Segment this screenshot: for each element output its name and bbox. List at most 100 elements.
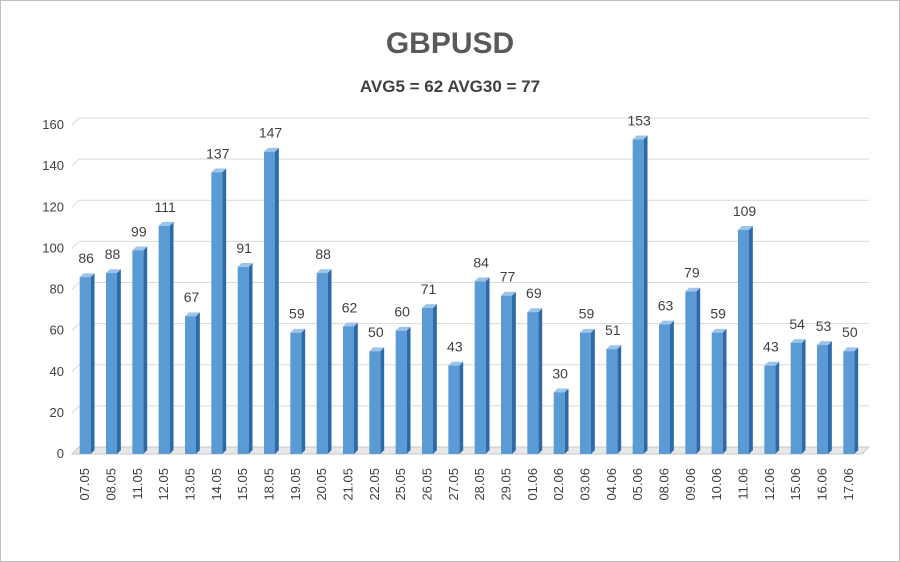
bar-top [553,388,569,393]
x-tick-label: 11.06 [736,468,751,500]
x-tick-label: 11.05 [130,468,145,500]
data-label: 77 [500,269,516,285]
bar-front [632,139,644,455]
bar-side [670,320,674,454]
bar-front [764,365,776,454]
bar-side [801,339,806,454]
bar-side [354,322,358,454]
data-label: 67 [184,289,200,305]
data-label: 88 [105,246,121,262]
bar-side [248,263,253,454]
x-tick-label: 28.05 [472,468,487,501]
bar [448,361,464,454]
bar-front [106,273,117,454]
bar-front [290,332,302,454]
y-tick-label: 120 [42,199,64,214]
bar-side [327,269,332,454]
x-tick-label: 13.05 [183,468,198,501]
y-tick-label: 0 [57,446,64,461]
x-tick-label: 03.06 [578,468,593,501]
x-axis-ticks: 07.05 08.05 11.05 12.05 13.05 14.05 15.05 18.05… [77,468,856,501]
gridline-depth [71,405,80,414]
x-tick-label: 04.06 [604,468,619,501]
y-tick-label: 80 [50,282,64,297]
bar-side [696,287,701,454]
bar [527,308,543,454]
bar [711,328,727,454]
bar-top [395,326,411,331]
bar [343,322,358,454]
bar [817,341,832,454]
bar-front [395,330,407,454]
data-label: 69 [526,285,542,301]
y-tick-label: 20 [50,405,64,420]
bar-side [828,341,832,454]
data-label: 84 [473,254,489,270]
bar-front [817,345,828,454]
bar-side [512,291,516,454]
bar-side [143,246,148,454]
bar [790,339,806,454]
gridline-depth [71,282,80,290]
data-label: 111 [155,199,176,215]
bar [132,246,148,454]
bar [290,328,306,454]
bar-side [406,326,411,454]
bar-front [527,312,539,454]
bar-top [659,320,674,325]
bar [501,291,516,454]
bar-top [369,347,385,352]
bar [211,168,227,454]
gridline-depth [71,199,80,208]
y-tick-label: 140 [42,158,64,173]
x-tick-label: 15.06 [788,468,803,501]
bar [79,273,95,454]
bar [659,320,674,454]
bar [158,221,174,454]
data-label: 71 [421,281,437,297]
x-tick-label: 15.05 [235,468,250,501]
x-tick-label: 25.05 [393,468,408,501]
x-tick-label: 14.05 [209,468,224,501]
data-label: 60 [394,304,410,320]
bar-side [485,277,490,454]
x-tick-label: 26.05 [420,468,435,501]
bar-front [343,326,354,454]
x-tick-label: 08.06 [657,468,672,501]
bar-top [606,345,622,350]
bar-top [817,341,832,346]
bar [264,147,279,454]
bar-front [158,225,170,454]
bar-front [711,332,723,454]
bar-top [790,339,806,343]
bar-top [290,328,306,333]
bar-side [222,168,227,454]
bar-top [632,135,648,140]
bar-front [685,291,697,454]
data-label: 137 [206,145,230,161]
bar-side [301,328,306,454]
bar [237,263,253,454]
y-tick-label: 60 [50,323,64,338]
data-label: 59 [710,306,726,322]
x-tick-label: 07.05 [77,468,92,501]
bar-front [843,351,855,454]
bar-side [617,345,622,454]
bars [79,135,859,455]
bar-top [211,168,227,173]
bar-side [117,269,121,454]
data-label: 59 [289,306,305,322]
bar-front [553,392,565,454]
bar-side [854,347,859,454]
bar [553,388,569,454]
bar-front [606,349,618,454]
bar-side [90,273,95,454]
data-label: 86 [78,250,94,266]
bar [106,269,121,454]
data-label: 54 [789,316,805,332]
data-label: 53 [816,318,832,334]
x-tick-label: 01.06 [525,468,540,501]
data-label: 147 [259,125,283,141]
bar-top [237,263,253,267]
data-label: 43 [447,339,463,355]
